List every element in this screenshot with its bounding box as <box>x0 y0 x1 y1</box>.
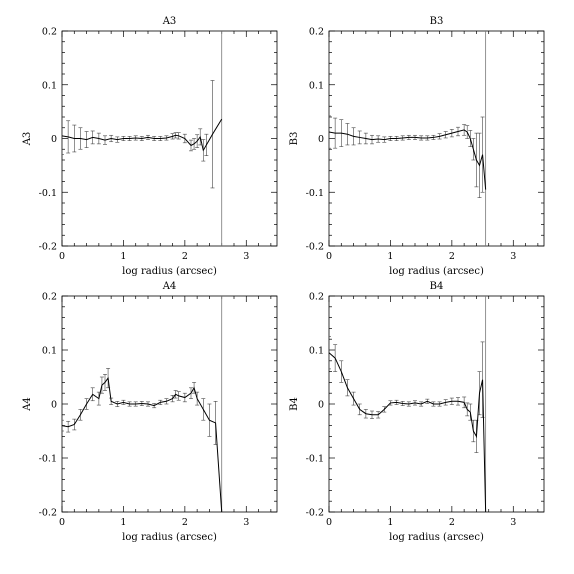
panel-b4-data <box>329 336 487 512</box>
panel-b3-data <box>329 115 487 198</box>
panel-a3-title: A3 <box>162 16 177 27</box>
x-tick-label: 1 <box>120 251 126 262</box>
x-tick-label: 2 <box>449 251 455 262</box>
panel-b3-ylabel: B3 <box>289 132 300 146</box>
panel-b3-frame <box>328 30 545 247</box>
y-tick-label: 0 <box>318 400 324 411</box>
panel-a4-data <box>62 368 223 512</box>
panel-b4: 0 1 2 3 -0.2 -0.1 0 0.1 0.2 B4 log radius (arcsec)… <box>289 281 545 543</box>
panel-a3-series-line <box>62 118 223 152</box>
y-tick-label: 0.2 <box>42 292 57 303</box>
panel-b4-series-line <box>329 352 487 512</box>
y-tick-label: 0.2 <box>42 27 57 38</box>
x-tick-label: 0 <box>59 517 65 528</box>
y-tick-label: 0.2 <box>309 292 324 303</box>
y-tick-label: 0.2 <box>309 27 324 38</box>
x-tick-label: 1 <box>387 517 393 528</box>
y-tick-label: -0.1 <box>306 188 324 199</box>
panel-b3-xlabel: log radius (arcsec) <box>389 266 484 277</box>
x-tick-label: 0 <box>326 251 332 262</box>
y-tick-label: 0 <box>318 134 324 145</box>
panel-a4-title: A4 <box>162 281 177 292</box>
x-tick-label: 2 <box>449 517 455 528</box>
panel-b4-title: B4 <box>430 281 444 292</box>
x-tick-label: 3 <box>510 517 516 528</box>
panel-a4-series-line <box>62 376 223 512</box>
y-tick-label: 0 <box>51 400 57 411</box>
y-tick-label: 0.1 <box>309 80 324 91</box>
panel-a4-ylabel: A4 <box>22 397 33 412</box>
y-tick-label: -0.2 <box>39 508 57 519</box>
panel-b3: 0 1 2 3 -0.2 -0.1 0 0.1 0.2 B3 log radius (arcsec)… <box>289 16 545 277</box>
y-tick-label: -0.1 <box>306 454 324 465</box>
panel-b3-title: B3 <box>430 16 444 27</box>
x-tick-label: 1 <box>120 517 126 528</box>
panel-a3: 0 1 2 3 -0.2 -0.1 0 0.1 0.2 A3 log radius (arcsec)… <box>22 16 278 277</box>
y-tick-label: 0.1 <box>309 346 324 357</box>
y-tick-label: -0.1 <box>39 188 57 199</box>
x-tick-label: 3 <box>510 251 516 262</box>
y-tick-label: -0.1 <box>39 454 57 465</box>
y-tick-label: 0.1 <box>42 346 57 357</box>
panel-a4-frame <box>61 295 278 513</box>
x-tick-label: 3 <box>243 251 249 262</box>
panel-a3-ylabel: A3 <box>22 132 33 147</box>
x-tick-label: 2 <box>182 517 188 528</box>
panel-a3-frame <box>61 30 278 247</box>
panel-a4-xlabel: log radius (arcsec) <box>122 532 217 543</box>
x-tick-label: 3 <box>243 517 249 528</box>
y-tick-label: 0 <box>51 134 57 145</box>
panel-b4-xlabel: log radius (arcsec) <box>389 532 484 543</box>
x-tick-label: 2 <box>182 251 188 262</box>
x-tick-label: 0 <box>326 517 332 528</box>
x-tick-label: 0 <box>59 251 65 262</box>
panel-a4: 0 1 2 3 -0.2 -0.1 0 0.1 0.2 A4 log radius (arcsec)… <box>22 281 278 543</box>
panel-b4-ylabel: B4 <box>289 397 300 411</box>
y-tick-label: -0.2 <box>306 508 324 519</box>
panel-a3-xlabel: log radius (arcsec) <box>122 266 217 277</box>
panel-b3-series-line <box>329 129 487 190</box>
panel-a3-data <box>62 80 223 189</box>
x-tick-label: 1 <box>387 251 393 262</box>
y-tick-label: -0.2 <box>306 242 324 253</box>
y-tick-label: -0.2 <box>39 242 57 253</box>
y-tick-label: 0.1 <box>42 80 57 91</box>
